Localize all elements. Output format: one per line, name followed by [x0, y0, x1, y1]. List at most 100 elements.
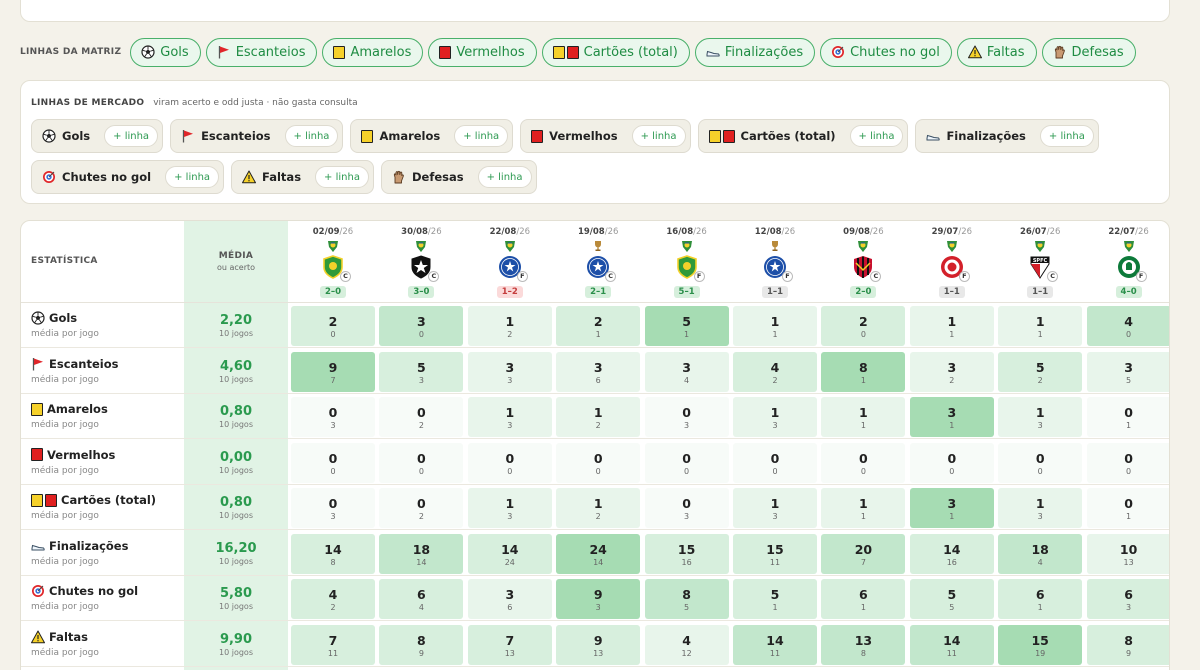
market-chip-escanteios[interactable]: Escanteios + linha — [170, 119, 344, 153]
add-line-button[interactable]: + linha — [454, 125, 509, 147]
matrix-chip-vermelhos[interactable]: Vermelhos — [428, 37, 537, 67]
matrix-chip-chutes-no-gol[interactable]: Chutes no gol — [820, 37, 952, 67]
matrix-chip-faltas[interactable]: Faltas — [956, 37, 1037, 67]
stat-cell[interactable]: 10 13 — [1086, 533, 1169, 574]
stat-cell[interactable]: 15 19 — [998, 624, 1083, 665]
stat-cell[interactable]: 4 12 — [644, 624, 729, 665]
match-header[interactable]: 29/07/26 F 1–1 — [908, 227, 996, 298]
market-chip-vermelhos[interactable]: Vermelhos + linha — [520, 119, 691, 153]
market-chip-gols[interactable]: Gols + linha — [31, 119, 164, 153]
match-header[interactable]: 26/07/26 SPFC C 1–1 — [996, 227, 1084, 298]
matrix-chip-finalizacoes[interactable]: Finalizações — [694, 37, 816, 67]
add-line-button[interactable]: + linha — [1039, 125, 1094, 147]
matrix-chip-defesas[interactable]: Defesas — [1041, 37, 1136, 67]
add-line-button[interactable]: + linha — [477, 166, 532, 188]
stat-cell[interactable]: 14 16 — [909, 533, 994, 574]
match-header[interactable]: 09/08/26 C 2–0 — [819, 227, 907, 298]
add-line-button[interactable]: + linha — [165, 166, 220, 188]
stat-cell[interactable]: 18 4 — [998, 533, 1083, 574]
matrix-chip-gols[interactable]: Gols — [130, 37, 201, 67]
stat-cell[interactable]: 15 16 — [644, 533, 729, 574]
stat-cell[interactable]: 14 24 — [467, 533, 552, 574]
stat-cell[interactable]: 13 8 — [821, 624, 906, 665]
add-line-button[interactable]: + linha — [315, 166, 369, 188]
stat-cell[interactable]: 9 13 — [556, 624, 641, 665]
stat-cell[interactable]: 14 8 — [291, 533, 375, 574]
stat-cell[interactable]: 18 14 — [379, 533, 464, 574]
market-chip-faltas[interactable]: Faltas + linha — [231, 160, 374, 194]
market-chip-amarelos[interactable]: Amarelos + linha — [350, 119, 514, 153]
market-chip-chutes-no-gol[interactable]: Chutes no gol + linha — [31, 160, 225, 194]
match-header[interactable]: 22/07/26 F 4–0 — [1085, 227, 1169, 298]
market-chip-defesas[interactable]: Defesas + linha — [380, 160, 537, 194]
match-header[interactable]: 02/09/26 C 2–0 — [289, 227, 377, 298]
add-line-button[interactable]: + linha — [284, 125, 339, 147]
stat-cell[interactable]: 14 11 — [909, 624, 994, 665]
stat-cell[interactable]: 7 11 — [291, 624, 375, 665]
market-chip-finalizacoes[interactable]: Finalizações + linha — [915, 119, 1099, 153]
match-header[interactable]: 12/08/26 F 1–1 — [731, 227, 819, 298]
add-line-button[interactable]: + linha — [631, 125, 686, 147]
matrix-chip-amarelos[interactable]: Amarelos — [322, 37, 424, 67]
match-header[interactable]: 22/08/26 F 1–2 — [466, 227, 554, 298]
match-header[interactable]: 16/08/26 F 5–1 — [643, 227, 731, 298]
matrix-chip-cartoes-total[interactable]: Cartões (total) — [541, 37, 690, 67]
